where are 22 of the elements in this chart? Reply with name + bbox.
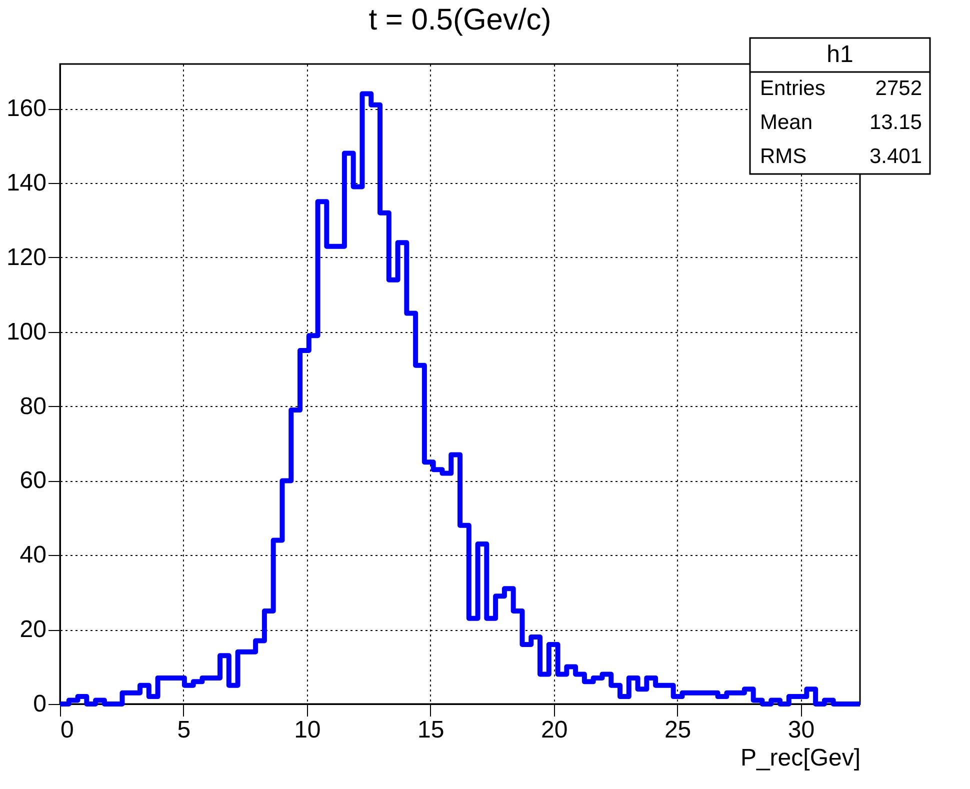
y-tick-label: 80 bbox=[20, 392, 46, 420]
y-tick-label: 120 bbox=[6, 244, 46, 271]
chart-title: t = 0.5(Gev/c) bbox=[368, 3, 552, 36]
text: Entries 2752 bbox=[760, 77, 922, 100]
y-tick-label: 100 bbox=[6, 318, 46, 346]
y-tick-label: 20 bbox=[20, 616, 46, 644]
y-tick-label: 140 bbox=[6, 170, 46, 197]
text: Mean 13.15 bbox=[760, 111, 922, 134]
y-tick-label: 160 bbox=[6, 95, 46, 122]
text: RMS 3.401 bbox=[760, 145, 922, 168]
x-tick-label: 20 bbox=[540, 716, 568, 744]
x-tick-label: 25 bbox=[664, 716, 692, 744]
x-tick-label: 0 bbox=[60, 716, 74, 744]
x-axis-title: P_rec[Gev] bbox=[740, 744, 860, 772]
x-tick-label: 5 bbox=[177, 716, 191, 744]
x-tick-label: 10 bbox=[294, 716, 321, 744]
x-tick-label: 30 bbox=[788, 716, 815, 744]
y-tick-label: 60 bbox=[20, 467, 46, 494]
annotation: h1 bbox=[826, 41, 854, 68]
y-tick-label: 40 bbox=[20, 542, 46, 569]
y-tick-label: 0 bbox=[33, 690, 46, 718]
x-tick-label: 15 bbox=[418, 716, 444, 744]
